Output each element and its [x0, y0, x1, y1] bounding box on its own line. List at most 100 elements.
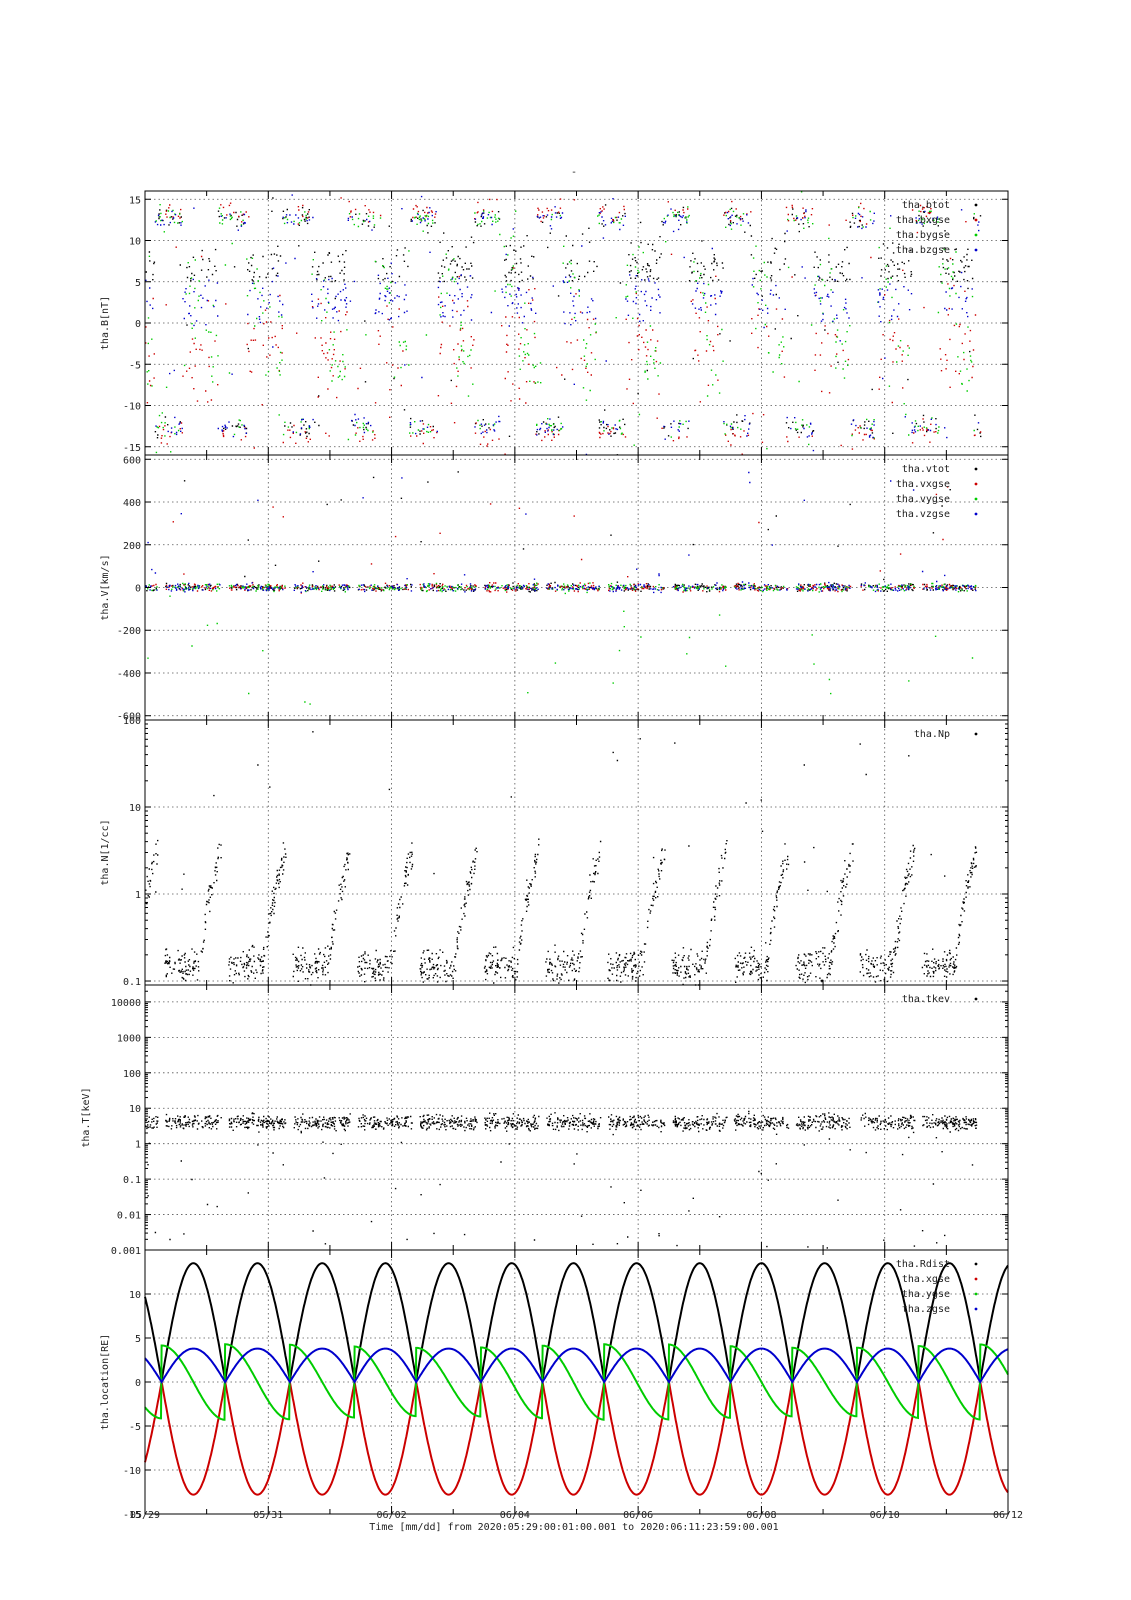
- y-tick-label: 0.1: [123, 977, 141, 988]
- legend-label-4: tha.bzgse: [896, 245, 950, 256]
- legend-marker-3: [974, 233, 978, 237]
- legend-label-4: tha.zgse: [902, 1304, 950, 1315]
- y-tick-label: 10: [129, 1104, 141, 1115]
- x-tick-label: 06/02: [377, 1510, 407, 1521]
- legend-label-2: tha.bxgse: [896, 215, 950, 226]
- legend-marker-1: [974, 1262, 978, 1266]
- legend-marker-3: [974, 497, 978, 501]
- y-axis-label: tha.V[km/s]: [100, 554, 111, 620]
- y-tick-label: -400: [117, 669, 141, 680]
- legend: tha.btot tha.bxgse tha.bygse tha.bzgse: [896, 200, 978, 256]
- scatter-points-series-4: [145, 471, 977, 594]
- legend-marker-2: [974, 482, 978, 486]
- x-tick-label: 06/10: [870, 1510, 900, 1521]
- y-tick-label: 400: [123, 498, 141, 509]
- y-tick-label: 15: [129, 195, 141, 206]
- y-axis-label: tha.N[1/cc]: [100, 819, 111, 885]
- grid-lines: [145, 985, 1008, 1250]
- grid-lines: [145, 191, 1008, 455]
- legend-label-3: tha.vygse: [896, 494, 950, 505]
- x-tick-label: 05/31: [253, 1510, 283, 1521]
- y-tick-label: -5: [129, 360, 141, 371]
- data-points: [144, 1262, 1009, 1496]
- legend: tha.Np: [914, 729, 978, 740]
- y-tick-label: 10000: [111, 998, 141, 1009]
- y-tick-label: 10: [129, 237, 141, 248]
- scatter-points-series-4: [145, 194, 980, 456]
- y-tick-label: 10: [129, 803, 141, 814]
- legend-marker-1: [974, 467, 978, 471]
- legend-marker-1: [974, 732, 978, 736]
- chart-panel-1: -15 -10 -5 0 5 10 15 tha.B[nT] tha.btot tha.bxgse…: [100, 190, 1009, 456]
- legend-marker-2: [974, 218, 978, 222]
- y-tick-label: -10: [123, 402, 141, 413]
- y-tick-label: 200: [123, 541, 141, 552]
- legend-label-1: tha.tkev: [902, 994, 950, 1005]
- legend-label-3: tha.bygse: [896, 230, 950, 241]
- legend: tha.tkev: [902, 994, 978, 1005]
- scatter-points-series-3: [146, 191, 975, 454]
- legend-label-2: tha.xgse: [902, 1274, 950, 1285]
- y-tick-label: -5: [129, 1422, 141, 1433]
- x-tick-label: 06/12: [993, 1510, 1023, 1521]
- series-line-zgse: [144, 1347, 1009, 1385]
- legend-label-1: tha.vtot: [902, 464, 950, 475]
- page-title: -: [571, 167, 577, 178]
- legend-label-2: tha.vxgse: [896, 479, 950, 490]
- y-tick-label: 0.01: [117, 1211, 141, 1222]
- x-tick-labels: 05/29 05/31 06/02 06/04 06/06 06/08 06/10 06/12: [130, 1510, 1023, 1521]
- data-points: [145, 191, 982, 456]
- grid-lines: [145, 720, 1008, 985]
- chart-panel-2: -600 -400 -200 0 200 400 600 tha.V[km/s] tha.vto…: [100, 454, 1009, 723]
- legend-marker-2: [974, 1277, 978, 1281]
- y-tick-label: 100: [123, 716, 141, 727]
- y-tick-label: 0: [135, 1378, 141, 1389]
- data-points: [145, 731, 978, 986]
- y-axis-label: tha.T[keV]: [81, 1087, 92, 1147]
- grid-lines: [145, 455, 1008, 720]
- chart-panel-5: -15-10-50510tha.location[RE]tha.Rdisttha…: [100, 1249, 1009, 1521]
- y-tick-label: -15: [123, 1510, 141, 1521]
- time-axis-label: Time [mm/dd] from 2020:05:29:00:01:00.00…: [369, 1522, 778, 1533]
- y-tick-label: 0.1: [123, 1175, 141, 1186]
- y-tick-label: 100: [123, 1069, 141, 1080]
- series-line-ygse: [144, 1343, 1009, 1421]
- legend-marker-3: [974, 1292, 978, 1296]
- y-axis-label: tha.B[nT]: [100, 296, 111, 350]
- y-tick-label: 5: [135, 1334, 141, 1345]
- scatter-points-series-1: [145, 197, 982, 456]
- y-tick-label: 0.001: [111, 1246, 141, 1257]
- y-axis-label: tha.location[RE]: [100, 1334, 111, 1430]
- y-tick-label: -15: [123, 443, 141, 454]
- data-points: [145, 1110, 978, 1249]
- y-tick-label: 1: [135, 890, 141, 901]
- legend-label-1: tha.Rdist: [896, 1259, 950, 1270]
- legend-label-1: tha.Np: [914, 729, 950, 740]
- legend-label-4: tha.vzgse: [896, 509, 950, 520]
- y-tick-label: 10: [129, 1290, 141, 1301]
- x-tick-label: 06/06: [623, 1510, 653, 1521]
- y-tick-label: 0: [135, 584, 141, 595]
- y-tick-label: 600: [123, 455, 141, 466]
- y-tick-label: -600: [117, 712, 141, 723]
- legend-label-3: tha.ygse: [902, 1289, 950, 1300]
- y-tick-label: 1: [135, 1140, 141, 1151]
- y-tick-label: -200: [117, 626, 141, 637]
- legend: tha.vtot tha.vxgse tha.vygse tha.vzgse: [896, 464, 978, 520]
- x-tick-label: 06/08: [746, 1510, 776, 1521]
- legend-marker-1: [974, 203, 978, 207]
- legend-label-1: tha.btot: [902, 200, 950, 211]
- y-tick-label: 0: [135, 319, 141, 330]
- legend-marker-1: [974, 997, 978, 1001]
- legend-marker-4: [974, 512, 978, 516]
- scatter-points-series-1: [145, 1110, 978, 1249]
- scatter-points-series-2: [145, 197, 982, 455]
- scatter-points-series-1: [145, 731, 978, 986]
- y-tick-label: 1000: [117, 1033, 141, 1044]
- y-tick-label: 5: [135, 278, 141, 289]
- legend: tha.Rdist tha.xgse tha.ygse tha.zgse: [896, 1259, 978, 1315]
- x-tick-label: 06/04: [500, 1510, 530, 1521]
- data-points: [145, 471, 977, 705]
- legend-marker-4: [974, 248, 978, 252]
